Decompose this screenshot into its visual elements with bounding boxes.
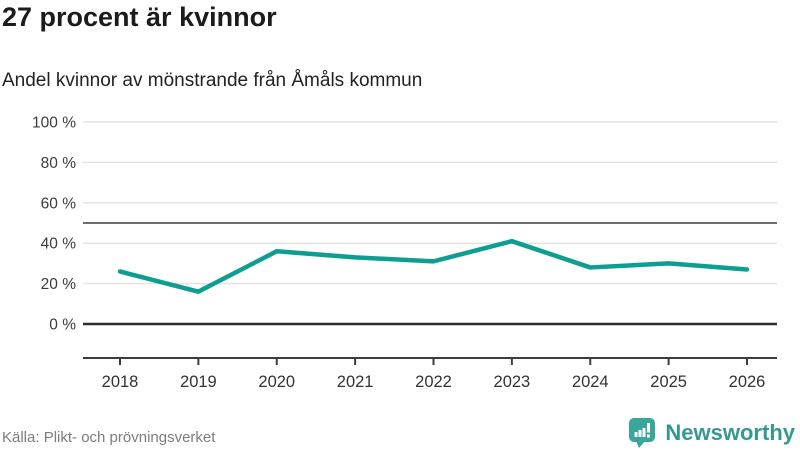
brand-name: Newsworthy bbox=[665, 420, 795, 445]
source-note: Källa: Plikt- och prövningsverket bbox=[2, 429, 216, 446]
chart-subtitle: Andel kvinnor av mönstrande från Åmåls k… bbox=[2, 70, 423, 91]
x-tick-label: 2022 bbox=[415, 373, 452, 391]
brand-logo: Newsworthy bbox=[628, 417, 795, 449]
y-tick-label: 60 % bbox=[41, 195, 77, 212]
y-tick-label: 40 % bbox=[41, 236, 77, 253]
x-tick-label: 2026 bbox=[729, 373, 766, 391]
y-tick-label: 100 % bbox=[32, 115, 76, 132]
x-tick-label: 2019 bbox=[180, 373, 217, 391]
line-chart: 0 % 20 % 40 % 60 % 80 % 100 % 2018 2019 2020 2021… bbox=[32, 115, 777, 391]
y-tick-label: 80 % bbox=[41, 155, 77, 172]
x-tick-label: 2020 bbox=[258, 373, 295, 391]
x-tick-label: 2025 bbox=[650, 373, 687, 391]
x-tick-label: 2024 bbox=[572, 373, 609, 391]
y-tick-label: 0 % bbox=[49, 317, 76, 334]
x-tick-label: 2023 bbox=[494, 373, 531, 391]
data-line bbox=[117, 238, 750, 294]
y-tick-label: 20 % bbox=[41, 276, 77, 293]
x-tick-label: 2021 bbox=[337, 373, 374, 391]
chart-title: 27 procent är kvinnor bbox=[2, 2, 277, 32]
newsworthy-bars-icon bbox=[629, 418, 656, 448]
x-tick-label: 2018 bbox=[102, 373, 139, 391]
